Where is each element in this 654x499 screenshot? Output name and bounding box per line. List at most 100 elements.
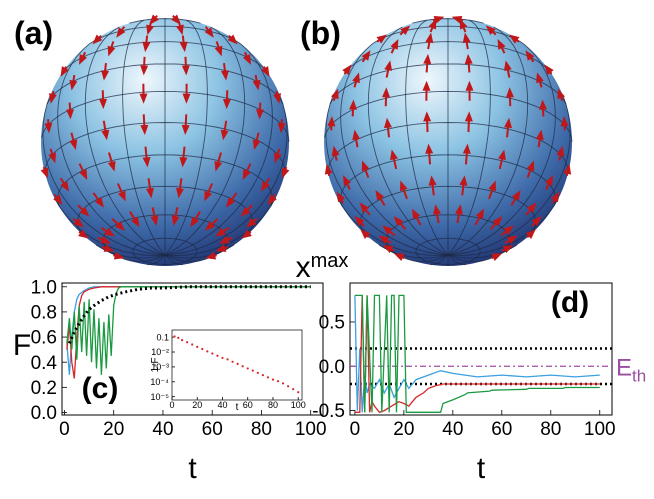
grid-curve xyxy=(57,43,166,256)
arrow-head xyxy=(204,27,214,38)
y-tick-label: 10⁻² xyxy=(151,347,169,357)
y-tick-label: 10⁻⁵ xyxy=(151,392,170,402)
arrow-head xyxy=(176,187,184,199)
arrow-head xyxy=(214,160,223,172)
arrow-head xyxy=(146,24,154,36)
x-tick-label: 20 xyxy=(393,419,414,440)
arrow-head xyxy=(331,88,339,100)
reference-label: Eth xyxy=(616,354,646,385)
arrow-head xyxy=(114,221,125,231)
arrow-head xyxy=(48,152,56,164)
arrow-head xyxy=(454,204,463,215)
data-point xyxy=(271,378,275,381)
arrow-head xyxy=(526,202,537,213)
arrow-head xyxy=(243,54,252,65)
x-tick-label: 100 xyxy=(295,419,327,440)
x-tick-label: 0 xyxy=(350,419,361,440)
grid-curve xyxy=(53,197,166,257)
data-line xyxy=(68,285,311,344)
x-tick-label: 20 xyxy=(103,419,124,440)
arrow-head xyxy=(352,129,361,141)
arrow-head xyxy=(255,109,264,120)
grid-curve xyxy=(447,254,466,266)
arrow-head xyxy=(508,34,520,44)
arrow-head xyxy=(107,45,116,57)
arrow-head xyxy=(103,244,115,252)
grid-curve xyxy=(164,254,206,263)
arrow-head xyxy=(66,109,75,120)
grid-curve xyxy=(340,43,449,256)
arrow-head xyxy=(383,117,392,129)
arrow-head xyxy=(462,143,471,154)
arrow-head xyxy=(205,251,217,260)
data-line xyxy=(354,294,600,413)
data-point xyxy=(180,338,184,342)
y-tick-label: 0.1 xyxy=(156,332,169,342)
arrow-head xyxy=(252,79,261,91)
arrow-head xyxy=(502,245,514,254)
grid-curve xyxy=(325,94,449,256)
arrow-head xyxy=(511,190,521,201)
data-point xyxy=(236,362,239,365)
x-tick-label: 40 xyxy=(217,400,227,410)
arrow-head xyxy=(503,225,514,235)
arrow-head xyxy=(150,215,159,226)
arrow-head xyxy=(79,169,88,181)
arrow-head xyxy=(273,93,282,104)
arrow-head xyxy=(399,180,408,192)
grid-curve xyxy=(122,19,166,256)
arrow-head xyxy=(113,251,125,260)
x-tick-label: 60 xyxy=(243,400,253,410)
x-tick-label: 40 xyxy=(152,419,173,440)
y-axis-label-main: x xyxy=(296,251,311,284)
arrow-head xyxy=(506,235,518,245)
arrow-head xyxy=(531,216,542,226)
x-tick-label: 60 xyxy=(202,419,223,440)
arrow-head xyxy=(107,160,116,172)
arrow-head xyxy=(227,34,238,45)
x-tick-label: 20 xyxy=(192,400,202,410)
arrow-head xyxy=(226,197,236,208)
arrow-head xyxy=(130,216,140,228)
arrow-head xyxy=(382,245,394,254)
arrow-head xyxy=(336,191,346,203)
arrow-head xyxy=(428,175,437,186)
arrow-head xyxy=(526,160,535,172)
grid-curve xyxy=(147,254,166,266)
grid-curve xyxy=(359,185,537,238)
arrow-head xyxy=(176,24,184,36)
arrow-head xyxy=(179,157,188,168)
arrow-head xyxy=(393,216,404,227)
data-line xyxy=(66,286,311,379)
data-point xyxy=(191,343,194,346)
y-tick-label: 0.0 xyxy=(31,403,57,424)
arrow-head xyxy=(525,50,535,61)
arrow-head xyxy=(525,229,536,240)
grid-curve xyxy=(164,43,273,256)
arrow-head xyxy=(465,80,474,91)
arrow-head xyxy=(503,60,512,71)
arrow-head xyxy=(101,129,110,141)
arrow-head xyxy=(40,167,49,179)
data-point xyxy=(246,367,249,370)
arrow-head xyxy=(171,14,181,25)
arrow-head xyxy=(142,41,151,53)
arrow-head xyxy=(215,244,227,252)
grid-curve xyxy=(164,26,246,256)
grid-curve xyxy=(44,122,286,176)
data-point xyxy=(177,336,180,339)
grid-curve xyxy=(447,26,529,256)
grid-curve xyxy=(447,43,556,256)
data-point xyxy=(226,358,229,361)
arrow-head xyxy=(331,145,340,157)
arrow-head xyxy=(324,163,333,175)
x-tick-label: 0 xyxy=(169,400,174,410)
arrow-head xyxy=(267,194,277,206)
arrow-head xyxy=(92,34,103,45)
y-axis-label: xmax xyxy=(296,250,349,284)
grid-curve xyxy=(84,26,166,256)
data-point xyxy=(231,360,234,363)
arrow-head xyxy=(492,216,503,227)
arrow-head xyxy=(139,93,148,104)
